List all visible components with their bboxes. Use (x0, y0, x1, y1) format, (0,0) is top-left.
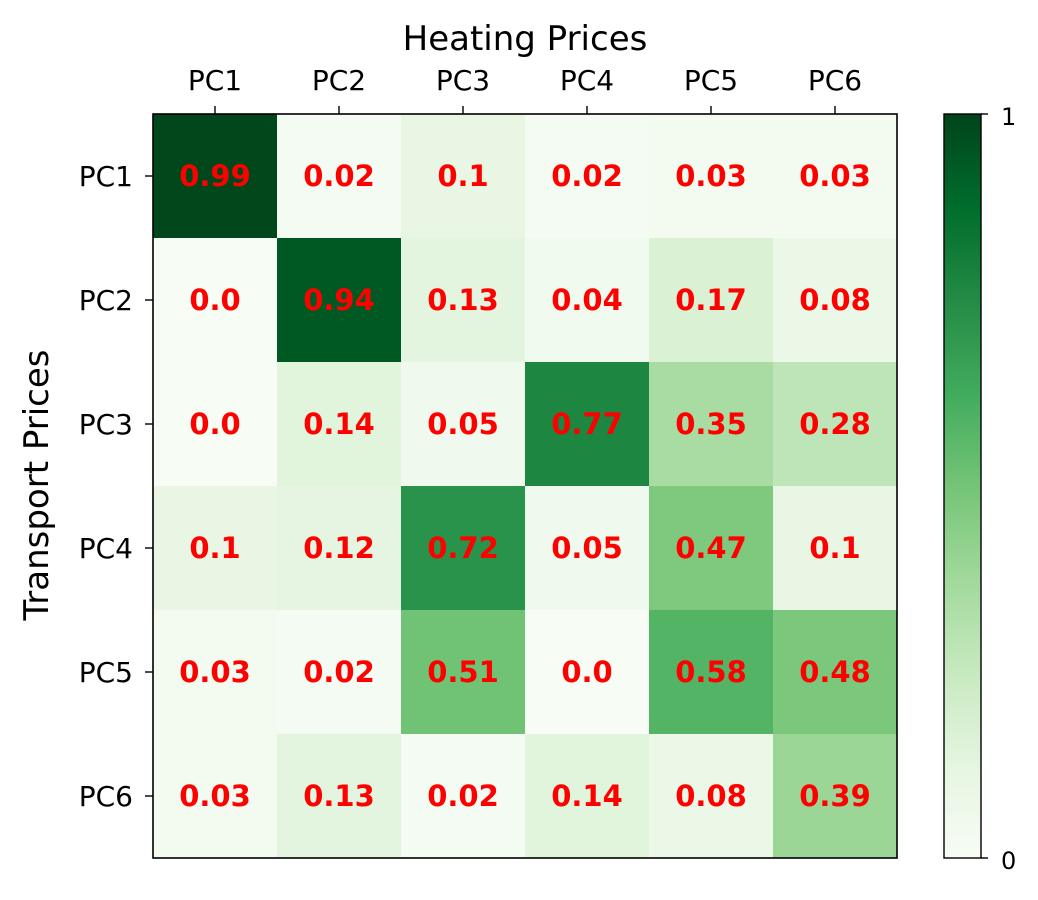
cell-value-label: 0.39 (799, 779, 871, 813)
cell-value-label: 0.05 (551, 531, 623, 565)
heatmap-cell (277, 486, 402, 611)
cell-value-label: 0.47 (675, 531, 747, 565)
cell-value-label: 0.03 (799, 159, 871, 193)
x-tick-label: PC2 (312, 64, 366, 97)
heatmap-cell (525, 362, 650, 487)
heatmap-cell (649, 362, 774, 487)
cell-value-label: 0.08 (675, 779, 747, 813)
cell-value-labels: 0.99 0.02 0.1 0.02 0.03 0.03 0.0 0.94 0.13 0.04 0.… (179, 159, 871, 813)
cell-value-label: 0.1 (189, 531, 240, 565)
heatmap-cell (277, 362, 402, 487)
cell-value-label: 0.77 (551, 407, 623, 441)
heatmap-cell (649, 610, 774, 735)
heatmap-cell (525, 734, 650, 859)
y-tick-label: PC6 (79, 780, 133, 813)
cell-value-label: 0.03 (179, 655, 251, 689)
heatmap-cell (773, 486, 898, 611)
cell-value-label: 0.0 (189, 283, 240, 317)
cell-value-label: 0.0 (561, 655, 612, 689)
cell-value-label: 0.04 (551, 283, 623, 317)
cell-value-label: 0.1 (809, 531, 860, 565)
heatmap-cell (525, 610, 650, 735)
cell-value-label: 0.72 (427, 531, 499, 565)
heatmap-cell (773, 734, 898, 859)
heatmap-cell (773, 238, 898, 363)
heatmap-cell (773, 610, 898, 735)
x-tick-label: PC5 (684, 64, 738, 97)
y-axis-ticks: PC1 PC2 PC3 PC4 PC5 PC6 (79, 160, 153, 813)
cell-value-label: 0.12 (303, 531, 375, 565)
y-tick-label: PC3 (79, 408, 133, 441)
x-tick-label: PC6 (808, 64, 862, 97)
cell-value-label: 0.0 (189, 407, 240, 441)
heatmap-cell (401, 734, 526, 859)
heatmap-cell (525, 238, 650, 363)
x-tick-label: PC1 (188, 64, 242, 97)
cell-value-label: 0.02 (551, 159, 623, 193)
heatmap-cell (277, 734, 402, 859)
cell-value-label: 0.02 (303, 159, 375, 193)
heatmap-cells (153, 114, 898, 859)
cell-value-label: 0.13 (303, 779, 375, 813)
x-axis-ticks: PC1 PC2 PC3 PC4 PC5 PC6 (188, 64, 862, 114)
x-tick-label: PC3 (436, 64, 490, 97)
cell-value-label: 0.02 (427, 779, 499, 813)
heatmap-cell (401, 238, 526, 363)
heatmap-cell (401, 114, 526, 239)
colorbar-min-label: 0 (1001, 847, 1016, 875)
cell-value-label: 0.94 (303, 283, 375, 317)
y-axis-title: Transport Prices (17, 349, 57, 621)
y-tick-label: PC5 (79, 656, 133, 689)
y-tick-label: PC1 (79, 160, 133, 193)
cell-value-label: 0.14 (551, 779, 623, 813)
cell-value-label: 0.28 (799, 407, 871, 441)
y-tick-label: PC4 (79, 532, 133, 565)
cell-value-label: 0.17 (675, 283, 747, 317)
plot-frame (152, 113, 898, 859)
heatmap-cell (525, 114, 650, 239)
heatmap-cell (649, 114, 774, 239)
cell-value-label: 0.1 (437, 159, 488, 193)
cell-value-label: 0.08 (799, 283, 871, 317)
heatmap-cell (277, 238, 402, 363)
heatmap-cell (153, 610, 278, 735)
cell-value-label: 0.05 (427, 407, 499, 441)
cell-value-label: 0.48 (799, 655, 871, 689)
colorbar-gradient (943, 113, 982, 859)
cell-value-label: 0.02 (303, 655, 375, 689)
heatmap-cell (277, 114, 402, 239)
cell-value-label: 0.13 (427, 283, 499, 317)
cell-value-label: 0.03 (179, 779, 251, 813)
heatmap-cell (153, 734, 278, 859)
cell-value-label: 0.35 (675, 407, 747, 441)
y-tick-label: PC2 (79, 284, 133, 317)
colorbar: 1 0 (943, 103, 1016, 875)
heatmap-cell (401, 362, 526, 487)
heatmap-cell (649, 734, 774, 859)
heatmap-cell (649, 238, 774, 363)
heatmap-cell (401, 610, 526, 735)
heatmap-cell (153, 362, 278, 487)
heatmap-cell (153, 114, 278, 239)
heatmap-cell (401, 486, 526, 611)
colorbar-max-label: 1 (1001, 103, 1016, 131)
heatmap-cell (153, 486, 278, 611)
cell-value-label: 0.51 (427, 655, 499, 689)
cell-value-label: 0.14 (303, 407, 375, 441)
heatmap-cell (153, 238, 278, 363)
heatmap-cell (277, 610, 402, 735)
heatmap-cell (773, 114, 898, 239)
cell-value-label: 0.99 (179, 159, 251, 193)
x-tick-label: PC4 (560, 64, 614, 97)
heatmap-cell (649, 486, 774, 611)
cell-value-label: 0.03 (675, 159, 747, 193)
heatmap-cell (525, 486, 650, 611)
heatmap-cell (773, 362, 898, 487)
chart-title: Heating Prices (403, 19, 648, 59)
cell-value-label: 0.58 (675, 655, 747, 689)
